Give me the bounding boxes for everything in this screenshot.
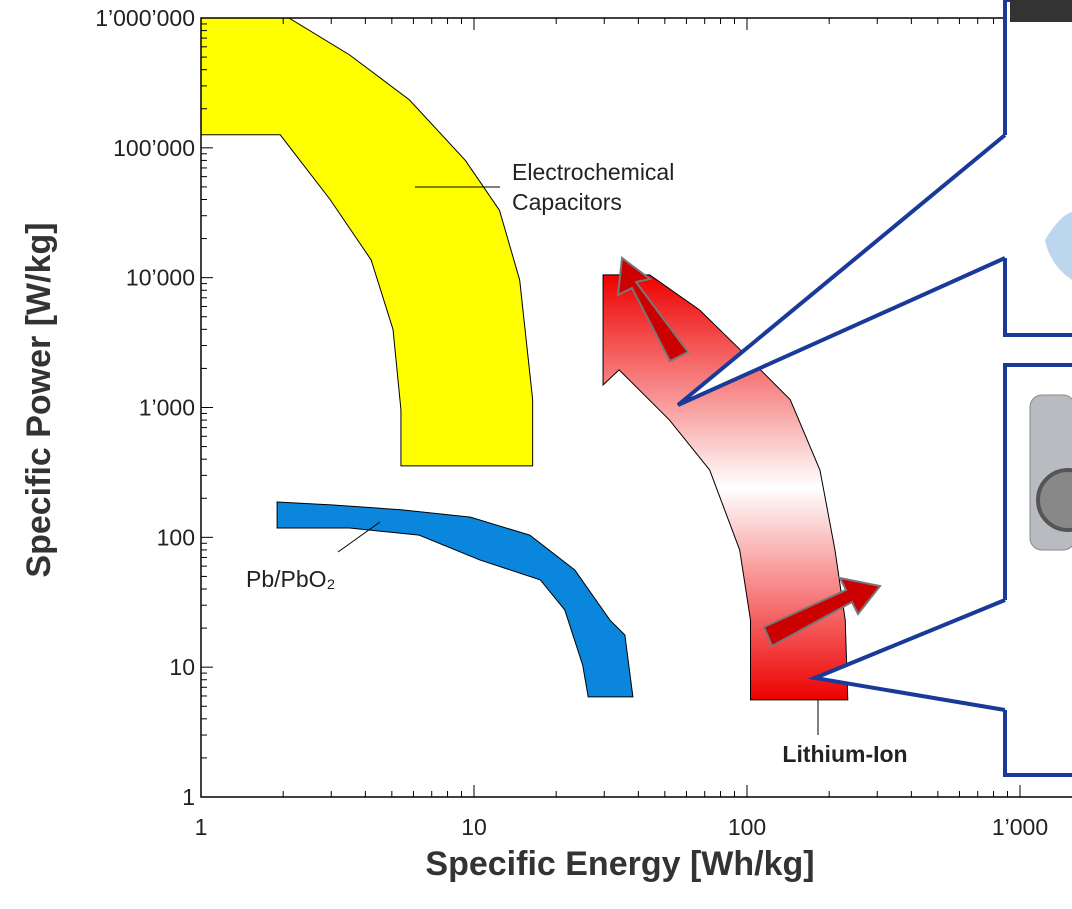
region-label-line: Capacitors: [512, 189, 622, 215]
y-axis-label: Specific Power [W/kg]: [20, 222, 58, 577]
region-label: Lithium-Ion: [782, 741, 907, 767]
callout-box: [1005, 0, 1072, 335]
x-axis-label: Specific Energy [Wh/kg]: [425, 845, 814, 883]
y-tick-label: 1: [182, 784, 195, 810]
region-label: Pb/PbO₂: [246, 566, 335, 592]
chart: 1 10 100 1’000 1 10 100 1’000 10’000 100’000 1’000…: [0, 0, 1072, 904]
region-label-line: Electrochemical: [512, 159, 674, 185]
y-tick-label: 10: [169, 654, 195, 680]
y-tick-label: 100: [157, 524, 195, 550]
region-label: Electrochemical Capacitors: [512, 159, 674, 215]
y-tick-label: 1’000: [139, 395, 195, 421]
page: 1 10 100 1’000 1 10 100 1’000 10’000 100’000 1’000…: [0, 0, 1072, 909]
y-tick-label: 10’000: [126, 265, 195, 291]
x-tick-label: 1’000: [992, 814, 1048, 840]
region: [201, 18, 533, 466]
axes: 1 10 100 1’000 1 10 100 1’000 10’000 100’000 1’000…: [20, 5, 1072, 883]
y-tick-label: 100’000: [113, 135, 195, 161]
x-tick-label: 100: [728, 814, 766, 840]
region: [277, 502, 633, 697]
photo: [1010, 0, 1072, 22]
x-tick-label: 1: [195, 814, 208, 840]
y-tick-label: 1’000’000: [95, 5, 195, 31]
x-tick-label: 10: [461, 814, 487, 840]
